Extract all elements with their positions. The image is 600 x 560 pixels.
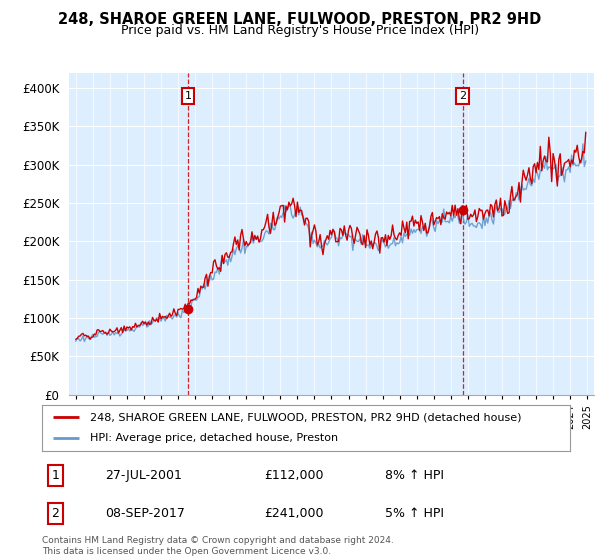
Text: 5% ↑ HPI: 5% ↑ HPI bbox=[385, 507, 444, 520]
Text: HPI: Average price, detached house, Preston: HPI: Average price, detached house, Pres… bbox=[89, 433, 338, 444]
Text: 8% ↑ HPI: 8% ↑ HPI bbox=[385, 469, 444, 482]
Text: 27-JUL-2001: 27-JUL-2001 bbox=[106, 469, 182, 482]
Text: 248, SHAROE GREEN LANE, FULWOOD, PRESTON, PR2 9HD (detached house): 248, SHAROE GREEN LANE, FULWOOD, PRESTON… bbox=[89, 412, 521, 422]
Text: 2: 2 bbox=[51, 507, 59, 520]
Text: 248, SHAROE GREEN LANE, FULWOOD, PRESTON, PR2 9HD: 248, SHAROE GREEN LANE, FULWOOD, PRESTON… bbox=[58, 12, 542, 27]
Text: Price paid vs. HM Land Registry's House Price Index (HPI): Price paid vs. HM Land Registry's House … bbox=[121, 24, 479, 36]
Text: 08-SEP-2017: 08-SEP-2017 bbox=[106, 507, 185, 520]
Text: 2: 2 bbox=[459, 91, 466, 101]
Text: £241,000: £241,000 bbox=[264, 507, 323, 520]
Text: 1: 1 bbox=[51, 469, 59, 482]
Text: Contains HM Land Registry data © Crown copyright and database right 2024.
This d: Contains HM Land Registry data © Crown c… bbox=[42, 536, 394, 556]
Text: 1: 1 bbox=[184, 91, 191, 101]
Text: £112,000: £112,000 bbox=[264, 469, 323, 482]
